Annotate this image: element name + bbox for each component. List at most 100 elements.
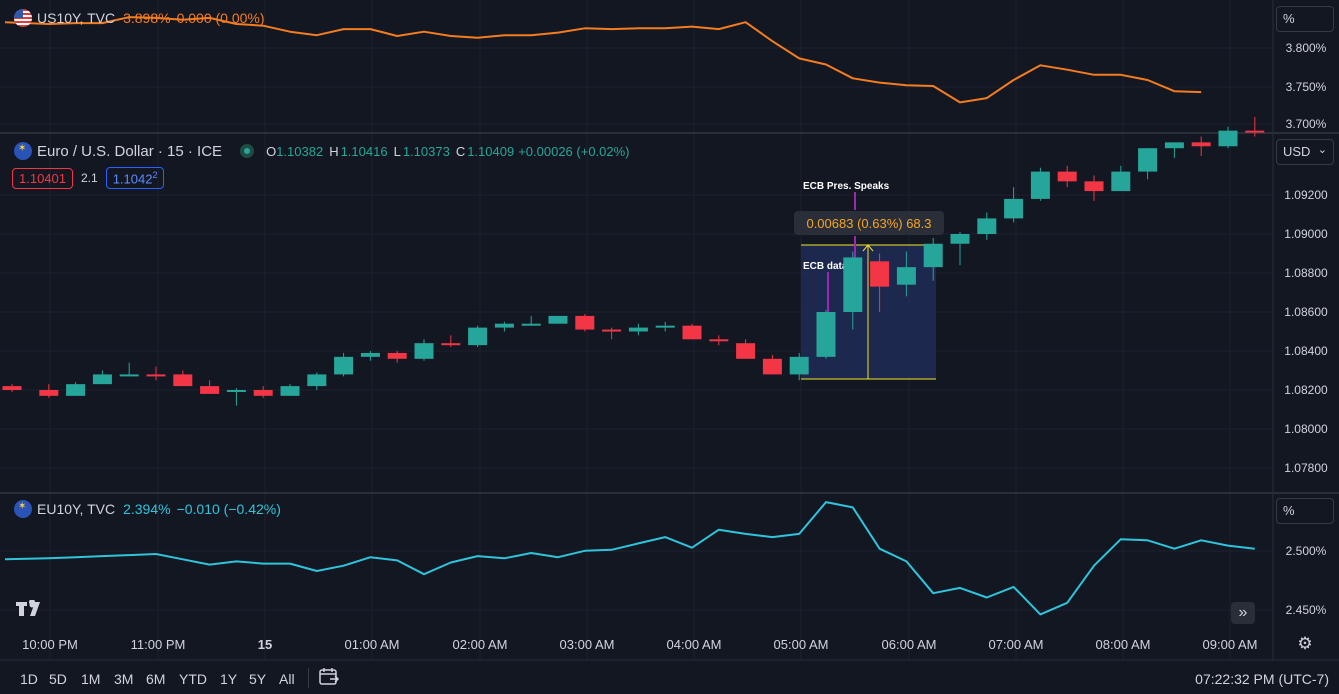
eu-flag-icon (14, 500, 32, 518)
spread-label: 2.1 (81, 171, 98, 186)
candle (950, 232, 970, 266)
chart-grid (0, 0, 1273, 660)
candle (173, 370, 193, 387)
eu10y-symbol: EU10Y, TVC (37, 501, 116, 517)
candle-body (92, 374, 112, 385)
time-axis-label: 08:00 AM (1096, 637, 1151, 652)
timeframe-5d[interactable]: 5D (49, 671, 67, 687)
candle-body (896, 267, 916, 285)
candle (39, 384, 59, 398)
candle-body (602, 329, 622, 332)
timeframe-1y[interactable]: 1Y (220, 671, 238, 687)
eu10y-value: 2.394% (123, 501, 171, 517)
candle (977, 212, 997, 240)
timeframe-all[interactable]: All (279, 671, 295, 687)
timeframe-1d[interactable]: 1D (20, 671, 38, 687)
candle-body (548, 315, 568, 324)
candle-body (414, 343, 434, 359)
eu10y-unit-selector[interactable]: % (1276, 498, 1334, 524)
scroll-to-realtime-button[interactable]: » (1231, 602, 1255, 624)
pane-dividers (0, 0, 1339, 661)
candle-body (334, 356, 354, 375)
currency-selector[interactable]: USD ⌄ (1276, 139, 1334, 165)
ohlc-l: 1.10373 (402, 143, 450, 159)
clock[interactable]: 07:22:32 PM (UTC-7) (1195, 671, 1329, 687)
ohlc-h-label: H (329, 143, 339, 159)
time-axis-label: 15 (258, 637, 272, 652)
timeframe-1m[interactable]: 1M (81, 671, 101, 687)
candle-body (2, 386, 22, 390)
candle-body (173, 374, 193, 387)
candle-body (200, 386, 220, 394)
candle (200, 380, 220, 394)
time-axis-label: 04:00 AM (667, 637, 722, 652)
eu10y-change: −0.010 (−0.42%) (176, 501, 281, 517)
candle (146, 366, 166, 381)
time-axis-label: 05:00 AM (774, 637, 829, 652)
us10y-value: 3.898% (123, 10, 171, 26)
buy-button[interactable]: 1.10422 (105, 167, 165, 190)
candle (870, 253, 890, 312)
us10y-legend[interactable]: US10Y, TVC 3.898% 0.000 (0.00%) (14, 9, 265, 27)
candle-body (360, 352, 380, 357)
candle-body (736, 343, 756, 359)
candle (92, 370, 112, 385)
trade-buttons: 1.10401 2.1 1.10422 (12, 167, 172, 190)
candle (816, 310, 836, 359)
candle (360, 351, 380, 361)
candle (280, 384, 300, 396)
divider (308, 668, 309, 688)
candle-body (494, 323, 514, 328)
us10y-unit-selector[interactable]: % (1276, 6, 1334, 32)
us10y-axis-label: 3.800% (1286, 41, 1327, 55)
eu10y-series (4, 501, 1255, 616)
us10y-axis-label: 3.700% (1286, 117, 1327, 131)
timeframe-6m[interactable]: 6M (146, 671, 166, 687)
candle-body (843, 257, 863, 312)
candle (1111, 165, 1131, 192)
eu10y-line (4, 501, 1255, 616)
eurusd-legend[interactable]: Euro / U.S. Dollar · 15 · ICE O 1.10382 … (14, 142, 630, 160)
candle-body (468, 327, 488, 346)
candle (441, 335, 461, 348)
candle-body (441, 343, 461, 346)
candle (521, 315, 541, 326)
candle-body (253, 390, 273, 396)
buy-price: 1.1042 (112, 171, 153, 187)
eurusd-axis-label: 1.08000 (1284, 422, 1328, 436)
date-range-icon[interactable] (318, 667, 340, 687)
tradingview-logo-icon[interactable] (16, 599, 48, 618)
measure-label: 0.00683 (0.63%) 68.3 (806, 216, 931, 231)
sell-button[interactable]: 1.10401 (12, 167, 73, 189)
candle (1138, 148, 1158, 180)
candle-body (1057, 171, 1077, 182)
candle-body (387, 352, 407, 359)
ohlc-l-label: L (393, 143, 401, 159)
eur-flag-icon (14, 142, 32, 160)
timeframe-ytd[interactable]: YTD (179, 671, 207, 687)
candle (307, 372, 327, 390)
settings-gear-icon[interactable]: ⚙ (1297, 634, 1313, 653)
candle (2, 384, 22, 392)
eurusd-axis-label: 1.08600 (1284, 305, 1328, 319)
eurusd-candles (2, 117, 1265, 406)
time-axis-label: 07:00 AM (989, 637, 1044, 652)
us-flag-icon (14, 9, 32, 27)
candle-body (39, 390, 59, 396)
eurusd-title: Euro / U.S. Dollar · 15 · ICE (37, 142, 223, 160)
candle (1218, 126, 1238, 149)
us10y-unit-label: % (1283, 11, 1295, 26)
measure-label-bg (794, 211, 944, 235)
candle (709, 335, 729, 346)
time-axis-label: 02:00 AM (453, 637, 508, 652)
timeframe-5y[interactable]: 5Y (249, 671, 267, 687)
ohlc-h: 1.10416 (340, 143, 388, 159)
timeframe-3m[interactable]: 3M (114, 671, 134, 687)
eurusd-axis-label: 1.07800 (1284, 461, 1328, 475)
eu10y-legend[interactable]: EU10Y, TVC 2.394% −0.010 (−0.42%) (14, 500, 281, 518)
ecb-data-annotation: ECB data (803, 261, 848, 272)
us10y-symbol: US10Y, TVC (37, 10, 116, 26)
eu10y-axis-label: 2.450% (1286, 603, 1327, 617)
candle (1030, 167, 1050, 201)
